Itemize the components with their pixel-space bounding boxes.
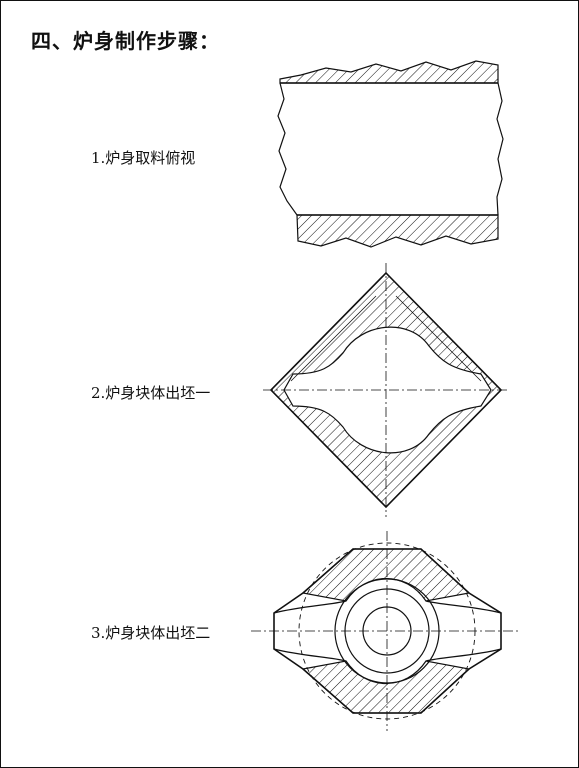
upper-left-guide [290,295,377,382]
step-3-label: 3.炉身块体出坯二 [91,624,211,642]
left-flank-lower-line [273,648,347,662]
right-flank-lower-line [425,648,502,662]
lower-hatched-lobe [301,660,471,714]
left-break-line [277,82,298,216]
step-2-label: 2.炉身块体出坯一 [91,384,211,402]
bottom-hatched-band [296,214,499,248]
left-flank-line [273,600,347,614]
diamond-blank-drawing [263,263,509,517]
right-break-line [496,82,504,216]
step-1-label: 1.炉身取料俯视 [91,149,196,167]
right-flank-line [425,600,502,614]
top-hatched-band [279,60,499,84]
upper-hatched-lobe [301,548,471,602]
section-heading: 四、炉身制作步骤： [31,29,220,53]
upper-right-guide [395,295,482,382]
octagonal-blank-drawing [251,531,521,731]
stock-plate-drawing [277,60,504,248]
